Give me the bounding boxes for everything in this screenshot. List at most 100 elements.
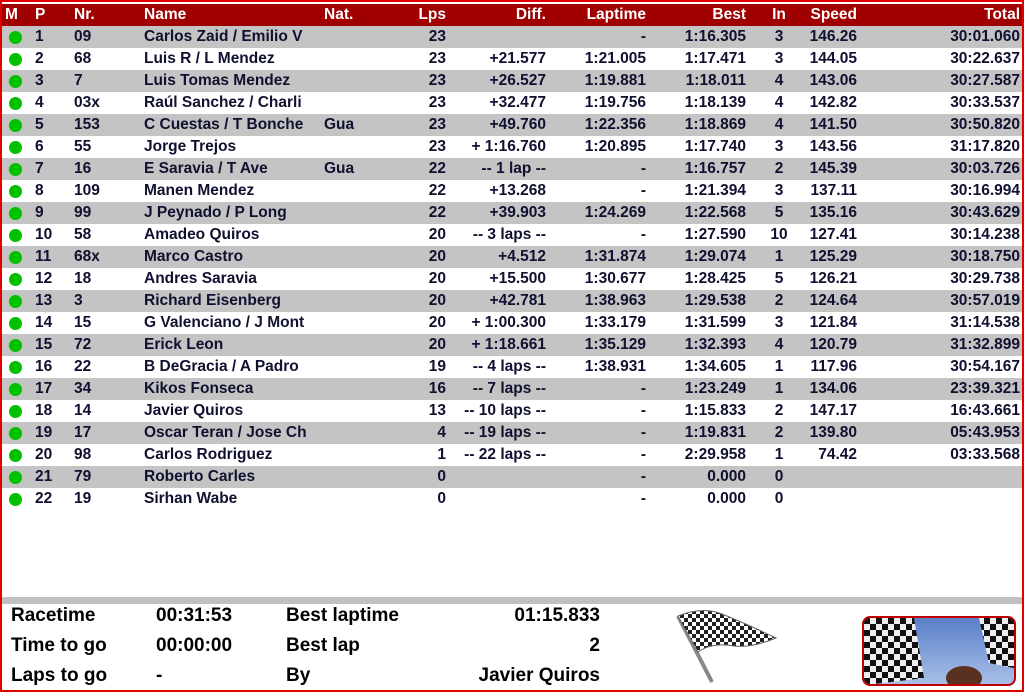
- status-dot-icon: [9, 339, 22, 352]
- table-row[interactable]: 13 3 Richard Eisenberg 20 +42.781 1:38.963 1:2…: [2, 290, 1022, 312]
- column-header-laptime[interactable]: Laptime: [586, 6, 646, 23]
- cell-lps: 0: [437, 468, 446, 485]
- status-dot-icon: [9, 207, 22, 220]
- column-header-name[interactable]: Name: [144, 6, 187, 23]
- cell-speed: 74.42: [818, 446, 857, 463]
- column-header-nr[interactable]: Nr.: [74, 6, 95, 23]
- cell-name: Marco Castro: [144, 248, 244, 265]
- cell-total: [862, 488, 1020, 510]
- cell-nat: [324, 202, 364, 224]
- table-row[interactable]: 8 109 Manen Mendez 22 +13.268 - 1:21.394 3 137.1…: [2, 180, 1022, 202]
- column-header-p[interactable]: P: [35, 6, 46, 23]
- table-row[interactable]: 22 19 Sirhan Wabe 0 - 0.000 0: [2, 488, 1022, 510]
- cell-best: 1:31.599: [684, 314, 746, 331]
- cell-laptime: -: [640, 468, 646, 485]
- cell-lps: 0: [437, 490, 446, 507]
- table-row[interactable]: 20 98 Carlos Rodriguez 1 -- 22 laps -- - 2:29.…: [2, 444, 1022, 466]
- cell-speed: 147.17: [809, 402, 857, 419]
- column-header-speed[interactable]: Speed: [810, 6, 857, 23]
- cell-nat: [324, 224, 364, 246]
- cell-in: 2: [774, 292, 784, 309]
- cell-laptime: -: [640, 380, 646, 397]
- cell-nat: [324, 268, 364, 290]
- status-dot-icon: [9, 97, 22, 110]
- cell-in: 1: [774, 248, 784, 265]
- table-row[interactable]: 12 18 Andres Saravia 20 +15.500 1:30.677 1:28.…: [2, 268, 1022, 290]
- cell-p: 1: [35, 28, 44, 45]
- cell-laptime: -: [640, 490, 646, 507]
- column-header-m[interactable]: M: [5, 6, 18, 23]
- cell-diff: + 1:18.661: [471, 336, 546, 353]
- cell-nat: [324, 444, 364, 466]
- cell-lps: 22: [428, 160, 446, 177]
- status-dot-icon: [9, 251, 22, 264]
- table-row[interactable]: 9 99 J Peynado / P Long 22 +39.903 1:24.269 1:…: [2, 202, 1022, 224]
- cell-nr: 7: [74, 72, 83, 89]
- cell-name: G Valenciano / J Mont: [144, 314, 305, 331]
- cell-in: 3: [774, 138, 784, 155]
- cell-best: 1:23.249: [684, 380, 746, 397]
- cell-in: 5: [774, 270, 784, 287]
- cell-nr: 18: [74, 270, 92, 287]
- cell-lps: 23: [428, 50, 446, 67]
- cell-nat: [324, 356, 364, 378]
- table-row[interactable]: 11 68x Marco Castro 20 +4.512 1:31.874 1:29.07…: [2, 246, 1022, 268]
- cell-total: 30:57.019: [950, 292, 1020, 309]
- table-row[interactable]: 7 16 E Saravia / T Ave Gua 22 -- 1 lap -- - 1:1…: [2, 158, 1022, 180]
- cell-speed: 135.16: [809, 204, 857, 221]
- cell-p: 12: [35, 270, 53, 287]
- column-header-nat[interactable]: Nat.: [324, 6, 354, 23]
- cell-p: 9: [35, 204, 44, 221]
- cell-nat: [324, 400, 364, 422]
- table-row[interactable]: 2 68 Luis R / L Mendez 23 +21.577 1:21.005 1:1…: [2, 48, 1022, 70]
- cell-speed: 117.96: [810, 358, 857, 375]
- cell-laptime: 1:38.931: [584, 358, 646, 375]
- cell-diff: [448, 466, 546, 488]
- cell-nat: [324, 70, 364, 92]
- cell-best: 2:29.958: [684, 446, 746, 463]
- cell-nat: [324, 378, 364, 400]
- cell-total: 31:17.820: [950, 138, 1020, 155]
- cell-laptime: 1:22.356: [584, 116, 646, 133]
- cell-in: 1: [774, 380, 784, 397]
- cell-diff: + 1:00.300: [471, 314, 546, 331]
- cell-total: 30:14.238: [950, 226, 1020, 243]
- table-row[interactable]: 5 153 C Cuestas / T Bonche Gua 23 +49.760 1:22…: [2, 114, 1022, 136]
- cell-in: 1: [774, 446, 784, 463]
- cell-nr: 68x: [74, 248, 100, 265]
- table-row[interactable]: 21 79 Roberto Carles 0 - 0.000 0: [2, 466, 1022, 488]
- column-header-in[interactable]: In: [772, 6, 786, 23]
- column-header-diff[interactable]: Diff.: [515, 6, 546, 23]
- table-row[interactable]: 1 09 Carlos Zaid / Emilio V 23 - 1:16.305 3 146…: [2, 26, 1022, 48]
- cell-laptime: 1:19.881: [584, 72, 646, 89]
- column-header-lps[interactable]: Lps: [418, 6, 446, 23]
- table-row[interactable]: 4 03x Raúl Sanchez / Charli 23 +32.477 1:19.7…: [2, 92, 1022, 114]
- table-row[interactable]: 10 58 Amadeo Quiros 20 -- 3 laps -- - 1:27.590…: [2, 224, 1022, 246]
- column-header-best[interactable]: Best: [712, 6, 746, 23]
- cell-total: 30:16.994: [950, 182, 1020, 199]
- table-row[interactable]: 17 34 Kikos Fonseca 16 -- 7 laps -- - 1:23.249…: [2, 378, 1022, 400]
- table-row[interactable]: 16 22 B DeGracia / A Padro 19 -- 4 laps -- 1:…: [2, 356, 1022, 378]
- checkered-flag-icon: [676, 610, 778, 683]
- cell-diff: -- 1 lap --: [481, 160, 546, 177]
- cell-p: 4: [35, 94, 44, 111]
- cell-nat: [324, 92, 364, 114]
- cell-speed: 137.11: [810, 182, 857, 199]
- cell-in: 2: [774, 402, 784, 419]
- table-row[interactable]: 18 14 Javier Quiros 13 -- 10 laps -- - 1:15.83…: [2, 400, 1022, 422]
- cell-diff: +4.512: [498, 248, 546, 265]
- cell-best: 0.000: [707, 468, 746, 485]
- cell-best: 1:16.757: [684, 160, 746, 177]
- status-dot-icon: [9, 229, 22, 242]
- table-row[interactable]: 15 72 Erick Leon 20 + 1:18.661 1:35.129 1:32.3…: [2, 334, 1022, 356]
- column-header-total[interactable]: Total: [984, 6, 1020, 23]
- table-row[interactable]: 3 7 Luis Tomas Mendez 23 +26.527 1:19.881 1:18…: [2, 70, 1022, 92]
- cell-total: [862, 466, 1020, 488]
- table-row[interactable]: 14 15 G Valenciano / J Mont 20 + 1:00.300 1:3…: [2, 312, 1022, 334]
- cell-speed: 145.39: [809, 160, 857, 177]
- table-row[interactable]: 6 55 Jorge Trejos 23 + 1:16.760 1:20.895 1:17.…: [2, 136, 1022, 158]
- cell-name: Roberto Carles: [144, 468, 256, 485]
- cell-diff: +42.781: [489, 292, 546, 309]
- table-row[interactable]: 19 17 Oscar Teran / Jose Ch 4 -- 19 laps -- -…: [2, 422, 1022, 444]
- cell-lps: 23: [428, 94, 446, 111]
